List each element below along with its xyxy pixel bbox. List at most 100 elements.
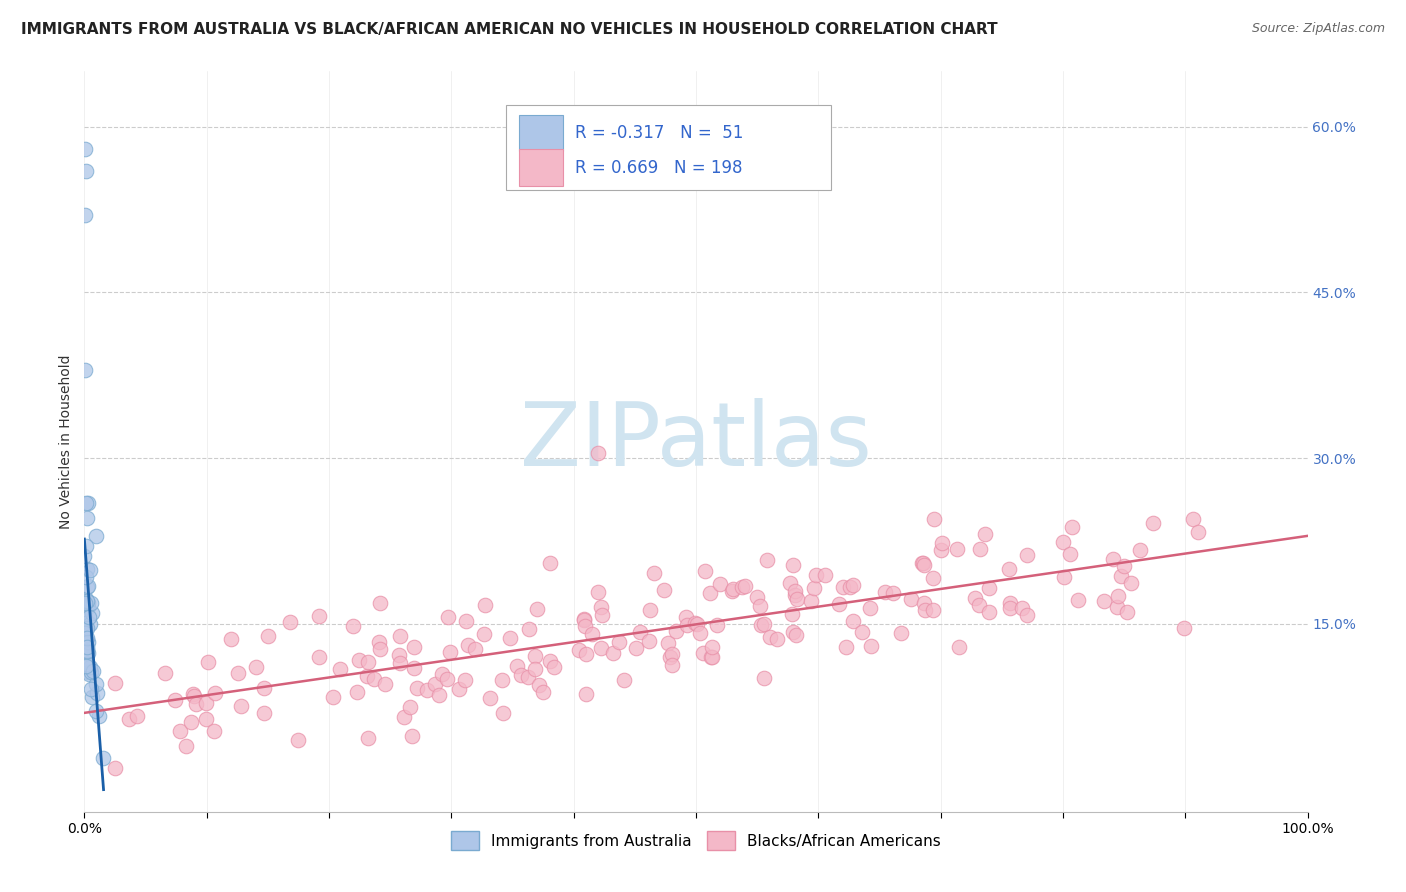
Point — [104, 676, 127, 690]
Point — [226, 666, 249, 681]
Point — [1107, 590, 1129, 604]
Point — [202, 724, 225, 739]
Point — [506, 659, 529, 673]
Point — [73, 602, 96, 616]
Point — [219, 632, 242, 646]
Point — [464, 642, 486, 657]
Point — [75, 142, 97, 156]
Point — [76, 496, 98, 510]
Point — [1066, 592, 1088, 607]
Point — [931, 536, 953, 550]
Point — [91, 751, 114, 765]
Point — [388, 656, 411, 670]
Text: Source: ZipAtlas.com: Source: ZipAtlas.com — [1251, 22, 1385, 36]
Point — [643, 566, 665, 580]
Point — [479, 690, 502, 705]
Point — [842, 578, 865, 592]
Point — [700, 640, 723, 654]
Text: IMMIGRANTS FROM AUSTRALIA VS BLACK/AFRICAN AMERICAN NO VEHICLES IN HOUSEHOLD COR: IMMIGRANTS FROM AUSTRALIA VS BLACK/AFRIC… — [21, 22, 998, 37]
Point — [308, 608, 330, 623]
Point — [752, 671, 775, 685]
Point — [638, 634, 661, 648]
Point — [77, 665, 100, 680]
Point — [357, 731, 380, 745]
Point — [399, 699, 422, 714]
Point — [104, 760, 127, 774]
Point — [779, 576, 801, 591]
Point — [911, 557, 934, 571]
Point — [509, 668, 531, 682]
Point — [491, 673, 513, 688]
Point — [900, 591, 922, 606]
Point — [1052, 570, 1074, 584]
Point — [1011, 600, 1033, 615]
Point — [786, 592, 808, 607]
Point — [526, 602, 548, 616]
Point — [73, 362, 96, 376]
Point — [766, 632, 789, 647]
Point — [1015, 607, 1038, 622]
Point — [76, 635, 98, 649]
FancyBboxPatch shape — [506, 104, 831, 190]
Point — [921, 603, 943, 617]
Point — [979, 605, 1001, 619]
Point — [76, 594, 98, 608]
Point — [661, 648, 683, 662]
Point — [439, 645, 461, 659]
Point — [527, 678, 550, 692]
Point — [253, 681, 276, 695]
Point — [689, 626, 711, 640]
Point — [1015, 548, 1038, 562]
Point — [308, 650, 330, 665]
Point — [76, 640, 98, 655]
Point — [524, 662, 547, 676]
Point — [683, 616, 706, 631]
FancyBboxPatch shape — [519, 115, 562, 151]
Point — [969, 542, 991, 557]
Point — [349, 653, 371, 667]
Point — [77, 647, 100, 661]
Point — [367, 634, 389, 648]
Point — [257, 629, 280, 643]
Point — [75, 596, 97, 610]
Point — [586, 445, 609, 459]
Point — [153, 665, 176, 680]
Point — [543, 659, 565, 673]
Point — [834, 640, 856, 654]
Point — [929, 542, 952, 557]
Point — [75, 592, 97, 607]
Point — [231, 699, 253, 714]
Point — [591, 640, 613, 655]
Point — [80, 681, 103, 696]
Point — [370, 642, 392, 657]
Point — [723, 582, 745, 596]
Point — [357, 656, 380, 670]
Point — [965, 591, 987, 606]
Point — [661, 658, 683, 673]
Point — [174, 739, 197, 753]
Point — [76, 579, 98, 593]
Point — [922, 512, 945, 526]
Point — [82, 664, 104, 678]
Point — [79, 563, 101, 577]
Point — [474, 599, 496, 613]
Point — [447, 681, 470, 696]
Point — [749, 599, 772, 613]
Point — [278, 615, 301, 629]
Point — [628, 625, 651, 640]
Point — [425, 676, 447, 690]
Point — [75, 623, 97, 637]
Point — [572, 612, 595, 626]
Y-axis label: No Vehicles in Household: No Vehicles in Household — [59, 354, 73, 529]
Point — [859, 600, 882, 615]
Point — [76, 642, 98, 657]
Point — [84, 704, 107, 718]
Point — [581, 627, 603, 641]
Point — [602, 646, 624, 660]
Point — [706, 618, 728, 632]
Point — [997, 561, 1019, 575]
Point — [612, 673, 634, 687]
Point — [780, 607, 803, 621]
Point — [76, 659, 98, 673]
Point — [456, 614, 478, 628]
